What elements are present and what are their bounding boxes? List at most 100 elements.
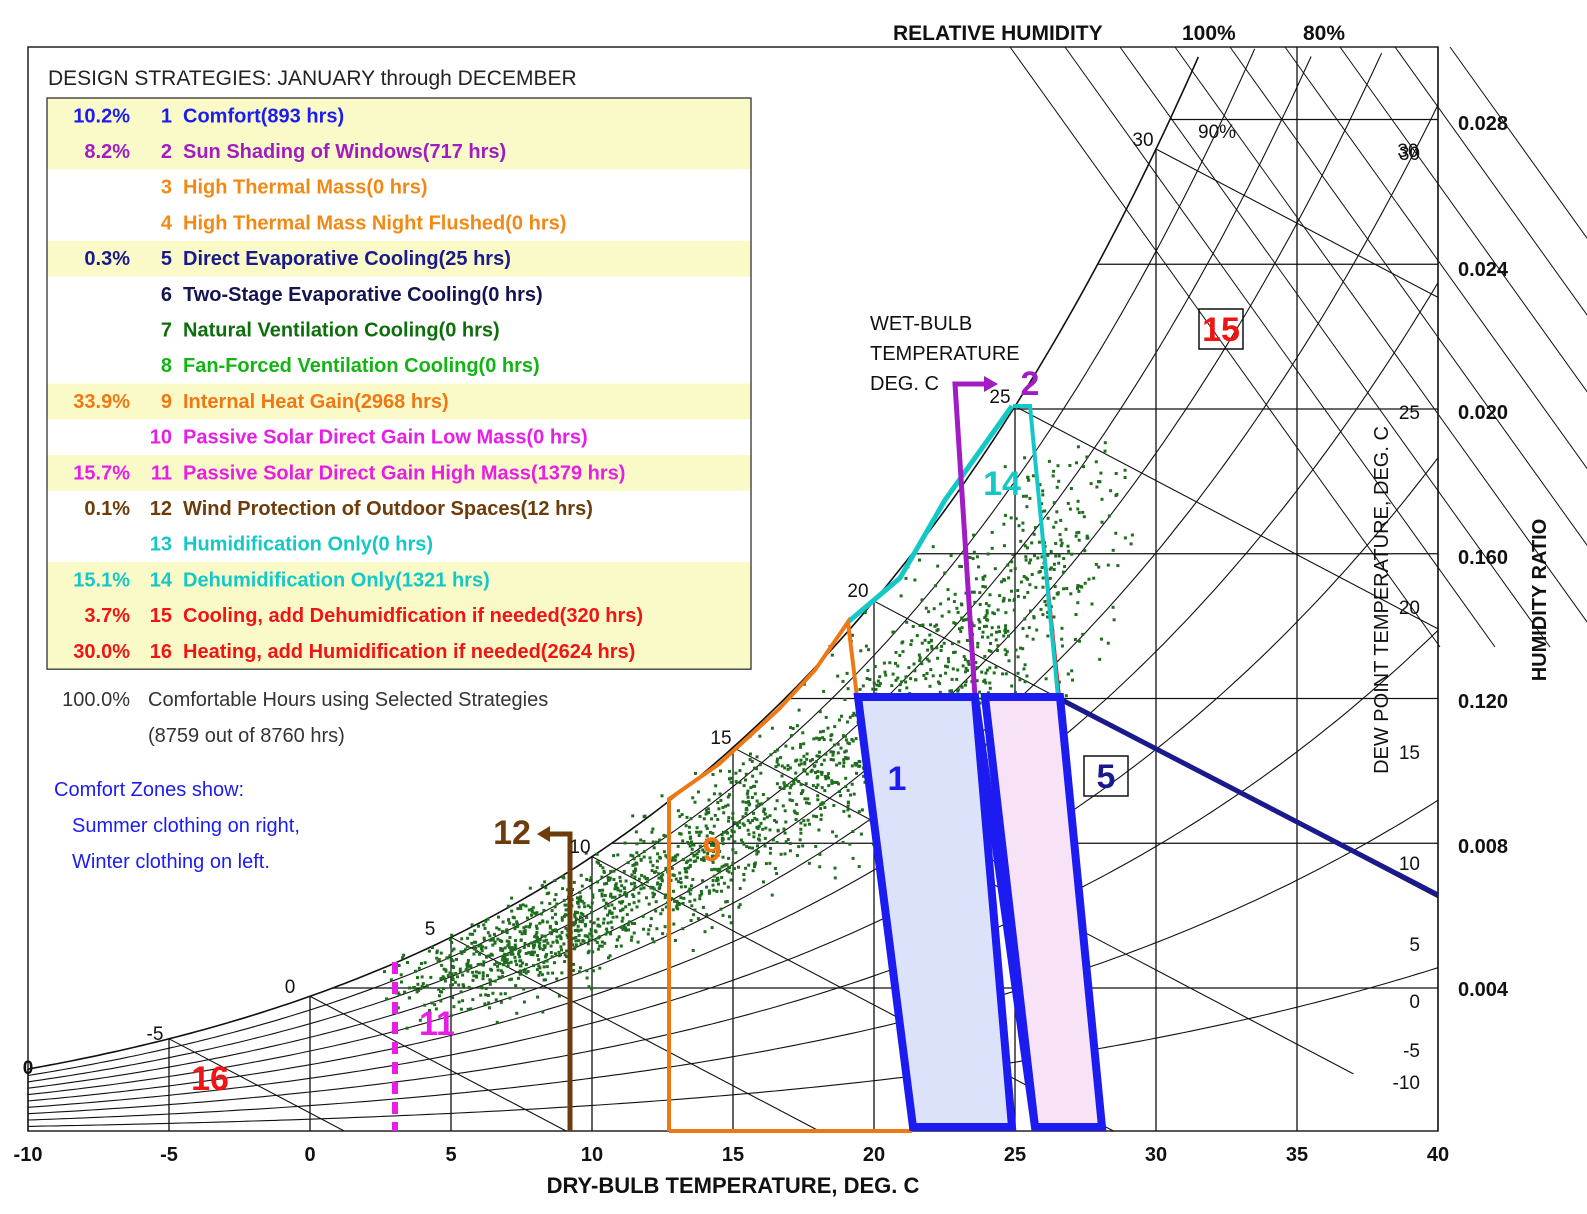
data-point — [472, 952, 476, 956]
data-point — [439, 977, 443, 980]
data-point — [814, 786, 818, 789]
data-point — [459, 950, 463, 954]
wet-bulb-line — [168, 1038, 345, 1132]
data-point — [488, 1006, 491, 1010]
data-point — [810, 768, 814, 772]
legend-strategy-number: 15 — [150, 605, 172, 627]
data-point — [642, 927, 645, 931]
data-point — [479, 962, 483, 966]
data-point — [718, 792, 722, 796]
data-point — [465, 962, 469, 966]
data-point — [821, 729, 825, 733]
data-point — [536, 940, 540, 944]
data-point — [753, 861, 757, 865]
data-point — [499, 992, 503, 996]
data-point — [625, 913, 629, 917]
data-point — [701, 905, 705, 909]
legend-strategy-label: Cooling, add Dehumidfication if needed(3… — [183, 605, 643, 627]
data-point — [586, 904, 590, 908]
data-point — [1058, 533, 1062, 537]
data-point — [515, 1011, 519, 1015]
data-point — [605, 927, 609, 931]
data-point — [645, 880, 649, 884]
data-point — [760, 802, 764, 806]
data-point — [444, 968, 448, 972]
data-point — [821, 736, 825, 740]
data-point — [482, 960, 486, 964]
data-point — [831, 753, 835, 757]
rh-header-value: 100% — [1182, 22, 1236, 45]
data-point — [664, 893, 667, 897]
data-point — [400, 980, 403, 984]
data-point — [471, 978, 475, 982]
data-point — [489, 952, 493, 956]
data-point — [1029, 609, 1032, 613]
data-point — [775, 872, 779, 876]
data-point — [434, 1007, 438, 1011]
data-point — [1019, 539, 1023, 543]
summary-detail: (8759 out of 8760 hrs) — [148, 725, 345, 747]
data-point — [763, 807, 767, 811]
data-point — [747, 832, 751, 836]
data-point — [503, 961, 506, 965]
legend-strategy-label: Passive Solar Direct Gain High Mass(1379… — [183, 462, 625, 484]
data-point — [691, 949, 695, 952]
data-point — [586, 935, 590, 939]
data-point — [836, 674, 840, 678]
data-point — [577, 933, 581, 937]
data-point — [1027, 561, 1031, 565]
wet-bulb-line — [309, 995, 567, 1132]
data-point — [482, 936, 486, 940]
data-point — [721, 913, 725, 917]
data-point — [629, 882, 633, 886]
data-point — [649, 924, 652, 928]
data-point — [988, 686, 992, 690]
data-point — [710, 858, 714, 862]
data-point — [549, 944, 553, 948]
data-point — [986, 691, 990, 695]
legend-strategy-number: 2 — [161, 141, 172, 163]
data-point — [965, 617, 969, 621]
data-point — [612, 906, 616, 910]
data-point — [831, 758, 835, 762]
data-point — [756, 844, 759, 848]
dew-point-tick: -10 — [1393, 1073, 1420, 1094]
data-point — [686, 859, 690, 863]
data-point — [763, 812, 767, 816]
data-point — [645, 877, 649, 880]
data-point — [900, 680, 904, 684]
data-point — [1077, 538, 1081, 542]
data-point — [731, 816, 735, 820]
data-point — [705, 808, 708, 812]
data-point — [724, 804, 728, 808]
data-point — [964, 680, 968, 684]
data-point — [524, 904, 528, 908]
data-point — [514, 939, 517, 943]
data-point — [407, 996, 411, 1000]
data-point — [795, 758, 799, 762]
data-point — [383, 970, 386, 974]
data-point — [835, 763, 839, 767]
data-point — [950, 689, 953, 693]
data-point — [578, 890, 582, 894]
data-point — [629, 938, 633, 942]
wet-bulb-label: TEMPERATURE — [870, 343, 1020, 365]
data-point — [622, 886, 626, 890]
data-point — [711, 879, 715, 882]
data-point — [472, 974, 476, 978]
legend-strategy-label: Two-Stage Evaporative Cooling(0 hrs) — [183, 284, 543, 306]
data-point — [551, 971, 555, 975]
data-point — [585, 976, 589, 980]
dehumid-zone-boundary — [1013, 404, 1060, 698]
data-point — [799, 758, 803, 762]
data-point — [1006, 563, 1010, 567]
data-point — [487, 1001, 491, 1005]
data-point — [527, 951, 531, 955]
data-point — [460, 951, 464, 955]
data-point — [690, 851, 694, 855]
data-point — [978, 603, 982, 606]
data-point — [476, 963, 480, 966]
data-point — [744, 772, 748, 776]
data-point — [673, 858, 677, 862]
data-point — [786, 838, 790, 841]
